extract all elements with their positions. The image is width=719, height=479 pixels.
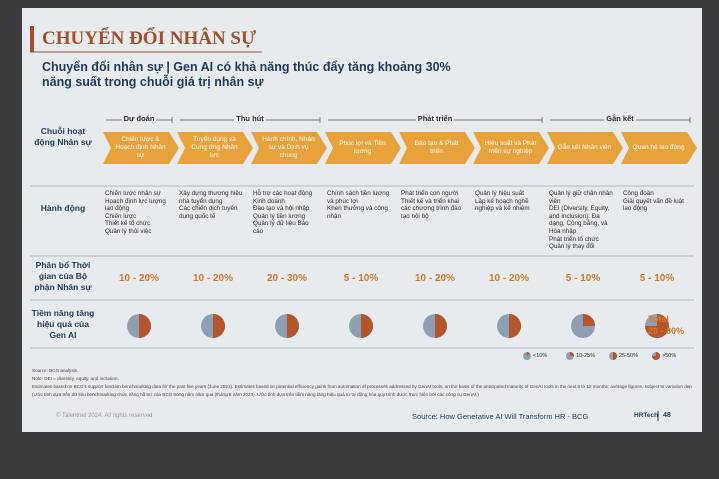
action-item: Thiết kế và triển khai các chương trình … [401,197,462,220]
legend-icon-slice [613,352,617,360]
row-label: Tiềm năng tăng hiệu quả của Gen AI [31,308,95,340]
step-label: Đào tạo & Phát triển [414,140,459,155]
row-label: Phân bổ Thời gian của Bộ phận Nhân sự [34,260,92,292]
process-arrow [547,132,623,164]
step-label: Phúc lợi và Tiền lương [339,140,386,155]
action-item: Chiến lược [105,212,137,220]
phase-label: Phát triển [415,114,455,123]
title: CHUYỂN ĐỔI NHÂN SỰ [42,28,257,49]
legend-label: 10-25% [576,353,595,359]
phase-label: Gắn kết [604,114,636,123]
phase-label: Dự đoán [121,114,157,123]
step-label: Chiến lược & Hoạch định Nhân sự [115,136,166,159]
time-share: 10 - 20% [118,273,160,284]
time-share: 10 - 20% [192,273,234,284]
action-list: Hỗ trợ các hoạt động Kinh doanh Đào tạo v… [253,190,319,236]
phase-label: Thu hút [234,114,266,123]
action-list: Xây dựng thương hiệu nhà tuyển dụng Các c… [179,190,245,220]
action-item: Xây dựng thương hiệu nhà tuyển dụng [179,190,243,205]
action-item: Thiết kế tổ chức [105,220,151,228]
action-item: Quản lý thay đổi [549,243,595,251]
legend-label: 25-50% [619,353,638,359]
legend-label: >50% [662,353,677,359]
page-number: 48 [663,412,671,419]
step-label: Quan hệ lao động [632,144,685,151]
legend-icon-slice [527,352,530,356]
pie-slice [213,314,225,338]
action-item: Hỗ trợ các hoạt động Kinh doanh [253,190,313,205]
footnote: Estimates based on BCG's support functio… [32,384,692,389]
legend-icon-slice [652,352,660,360]
time-share: 10 - 20% [414,273,456,284]
action-item: Chính sách tiền lương và phúc lợi [327,190,390,205]
process-arrow [103,132,179,164]
legend-icon-slice [570,352,574,356]
process-arrow [621,132,697,164]
total-label: Total [648,314,669,324]
pie-slice [361,314,373,338]
pie-slice [583,314,595,326]
action-item: Quản lý hiệu suất [475,190,525,197]
step-label: Hành chính, Nhân sự và Dịch vụ chung [262,136,315,159]
footnote: Source: BCG analysis. [32,368,79,373]
action-item: Công đoàn [623,190,654,197]
legend-label: <10% [533,353,548,359]
action-item: Quản lý giữ chân nhân viên [549,190,613,205]
row-label: Hành động [40,203,86,213]
graphics [30,26,697,421]
footnote: Note: DEI = diversity, equity, and inclu… [32,376,119,381]
action-list: Quản lý hiệu suất Lập kế hoạch nghề nghiệ… [475,190,541,213]
action-list: Phát triển con người Thiết kế và triển kh… [401,190,467,220]
brand: HRTech [634,412,659,419]
process-arrow [325,132,401,164]
action-item: Các chiến dịch tuyển dụng quốc tế [179,205,238,220]
pie-slice [139,314,151,338]
total-value: 20 - 30% [648,326,685,336]
time-share: 20 - 30% [266,273,308,284]
step-label: Gắn kết Nhân viên [557,144,612,151]
time-share: 5 - 10% [565,273,601,284]
process-arrow [177,132,253,164]
row-label: Chuỗi hoạt động Nhân sự [34,126,92,147]
action-item: Giải quyết vấn đề luật lao động [623,197,684,213]
pie-slice [287,314,299,338]
action-item: Quản lý thôi việc [105,227,152,235]
action-list: Chính sách tiền lương và phúc lợi Khen th… [327,190,393,220]
process-arrow [473,132,549,164]
step-label: Tuyển dụng và Cung ứng Nhân lực [191,136,238,159]
action-item: Đào tạo và hội nhập [253,205,310,213]
time-share: 5 - 10% [343,273,379,284]
process-arrow [399,132,475,164]
action-item: DEI (Diversity, Equity, and Inclusion): … [549,205,610,235]
subtitle: Chuyển đổi nhân sự | Gen AI có khả năng … [42,60,451,89]
action-item: Phát triển con người [401,190,459,197]
action-item: Khen thưởng và công nhận [327,205,388,220]
title-bar [30,26,34,52]
action-list: Công đoàn Giải quyết vấn đề luật lao động [623,190,689,213]
action-item: Hoạch định lực lượng lao động [105,197,166,213]
action-item: Quản lý dữ liệu Báo cáo [253,220,309,235]
step-label: Hiệu suất và Phát triển sự nghiệp [484,140,537,155]
action-item: Quản lý tiền lương [253,212,306,220]
slide: CHUYỂN ĐỔI NHÂN SỰ Chuyển đổi nhân sự | … [22,8,702,432]
pie-slice [435,314,447,338]
source: Source: How Generative AI Will Transform… [412,412,589,421]
time-share: 5 - 10% [639,273,675,284]
copyright: © Talentnet 2024. All rights reserved [56,413,153,419]
action-list: Quản lý giữ chân nhân viên DEI (Diversity… [549,190,615,251]
time-share: 10 - 20% [488,273,530,284]
pie-slice [645,314,669,338]
action-item: Lập kế hoạch nghề nghiệp và kế nhiệm [475,197,530,213]
footnote: (Ước tính dựa trên dữ liệu benchmarking … [32,392,479,397]
action-item: Phát triển tổ chức [549,235,599,243]
pie-slice [509,314,521,338]
action-list: Chiến lược nhân sự Hoạch định lực lượng l… [105,190,171,236]
action-item: Chiến lược nhân sự [105,190,161,197]
process-arrow [251,132,327,164]
